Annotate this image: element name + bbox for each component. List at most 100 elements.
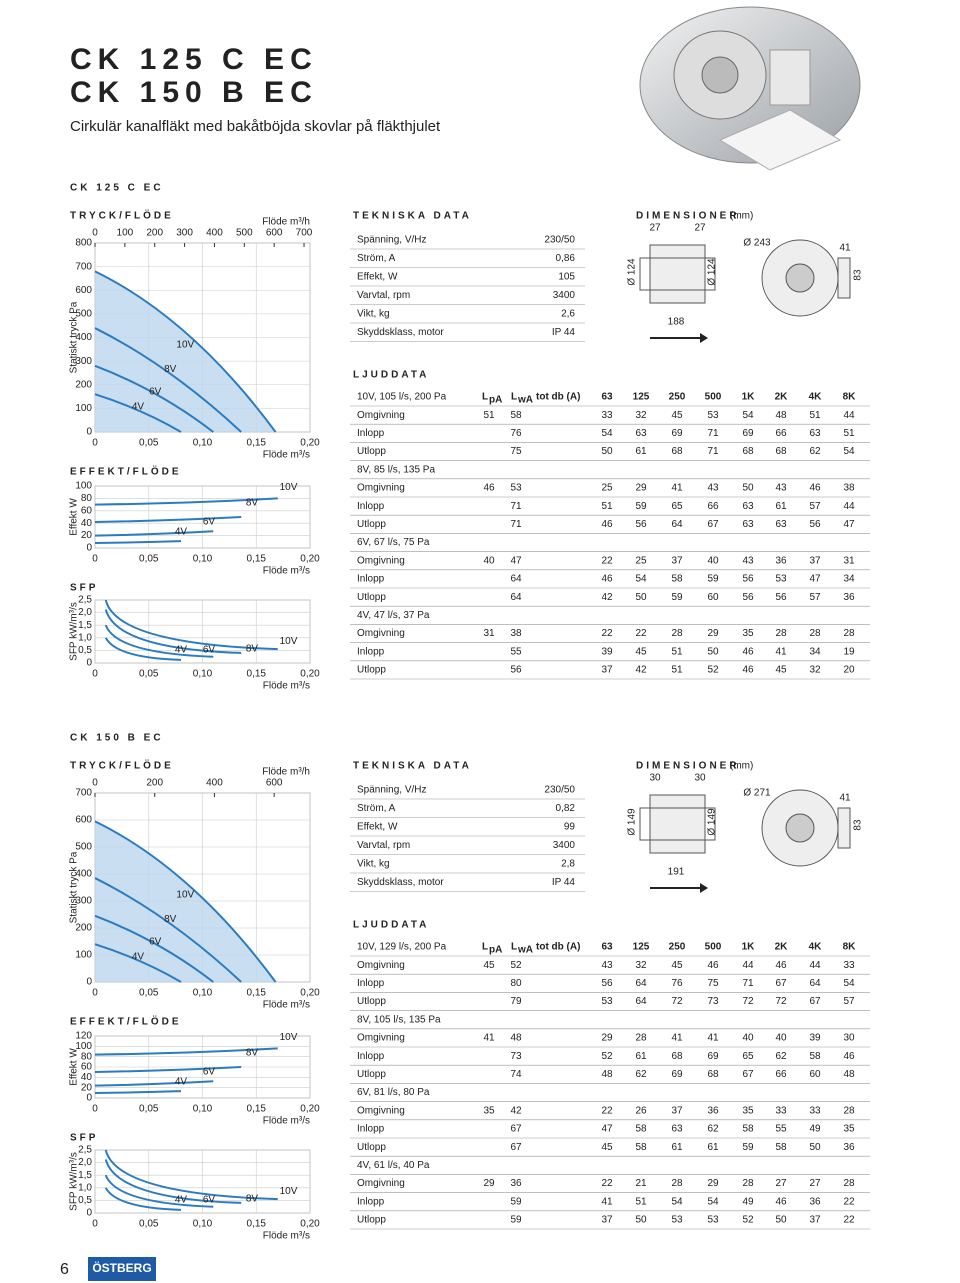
row-label: Inlopp bbox=[357, 428, 385, 439]
condition: 8V, 105 l/s, 135 Pa bbox=[357, 1014, 441, 1025]
band-head: 63 bbox=[601, 942, 613, 953]
y-tick-label: 400 bbox=[75, 869, 92, 880]
band-value: 49 bbox=[809, 1124, 821, 1135]
x-axis-unit: Flöde m³/s bbox=[263, 1000, 310, 1011]
band-value: 61 bbox=[671, 1142, 683, 1153]
product-photo bbox=[639, 6, 861, 171]
band-value: 29 bbox=[707, 1178, 719, 1189]
x-tick-label: 0,20 bbox=[300, 1104, 320, 1115]
band-value: 71 bbox=[742, 978, 754, 989]
band-value: 46 bbox=[843, 1051, 855, 1062]
top-axis-unit: Flöde m³/h bbox=[262, 767, 310, 778]
curve bbox=[94, 540, 182, 545]
dim-label: Ø 149 bbox=[627, 808, 638, 836]
spec-value: IP 44 bbox=[552, 877, 576, 888]
row-label: Omgivning bbox=[357, 483, 405, 494]
band-value: 65 bbox=[742, 1051, 754, 1062]
condition: 10V, 129 l/s, 200 Pa bbox=[357, 942, 447, 953]
lwa-value: 79 bbox=[510, 996, 522, 1007]
band-value: 37 bbox=[601, 1215, 613, 1226]
lwa-value: 71 bbox=[510, 519, 522, 530]
y-tick-label: 80 bbox=[81, 1051, 93, 1062]
x-tick-label: 0 bbox=[92, 554, 98, 565]
x-tick-label: 0,10 bbox=[193, 988, 213, 999]
band-value: 47 bbox=[843, 519, 855, 530]
band-value: 36 bbox=[809, 1196, 821, 1207]
top-tick-label: 400 bbox=[206, 778, 223, 789]
curve-label: 4V bbox=[132, 402, 145, 413]
table-title: LJUDDATA bbox=[353, 920, 429, 931]
curve bbox=[94, 270, 277, 433]
condition: 10V, 105 l/s, 200 Pa bbox=[357, 392, 447, 403]
band-value: 68 bbox=[775, 446, 787, 457]
band-value: 54 bbox=[601, 428, 613, 439]
y-tick-label: 60 bbox=[81, 505, 93, 516]
curve-label: 10V bbox=[280, 1032, 298, 1043]
row-label: Inlopp bbox=[357, 1124, 385, 1135]
lpa-value: 41 bbox=[483, 1033, 495, 1044]
band-value: 51 bbox=[671, 646, 683, 657]
band-value: 36 bbox=[775, 555, 787, 566]
band-value: 56 bbox=[775, 592, 787, 603]
lpa-value: 40 bbox=[483, 555, 495, 566]
dim-label: Ø 124 bbox=[627, 258, 638, 286]
band-value: 35 bbox=[742, 1105, 754, 1116]
y-tick-label: 100 bbox=[75, 403, 92, 414]
band-value: 43 bbox=[601, 960, 613, 971]
x-tick-label: 0 bbox=[92, 1219, 98, 1230]
curve-label: 8V bbox=[246, 1047, 259, 1058]
y-tick-label: 1,5 bbox=[78, 620, 92, 631]
band-value: 32 bbox=[809, 665, 821, 676]
band-value: 41 bbox=[775, 646, 787, 657]
condition: 4V, 61 l/s, 40 Pa bbox=[357, 1160, 430, 1171]
y-tick-label: 200 bbox=[75, 923, 92, 934]
row-label: Inlopp bbox=[357, 978, 385, 989]
y-axis-label: Effekt W bbox=[69, 1048, 80, 1086]
band-value: 50 bbox=[635, 592, 647, 603]
y-tick-label: 600 bbox=[75, 815, 92, 826]
band-value: 20 bbox=[843, 665, 855, 676]
dim-unit: (mm) bbox=[730, 761, 753, 772]
y-tick-label: 0 bbox=[86, 1208, 92, 1219]
band-value: 62 bbox=[635, 1069, 647, 1080]
spec-label: Spänning, V/Hz bbox=[357, 235, 427, 246]
band-value: 50 bbox=[707, 646, 719, 657]
band-value: 66 bbox=[775, 428, 787, 439]
band-value: 57 bbox=[809, 592, 821, 603]
band-value: 45 bbox=[601, 1142, 613, 1153]
band-head: 63 bbox=[601, 392, 613, 403]
band-value: 64 bbox=[671, 519, 683, 530]
row-label: Omgivning bbox=[357, 1033, 405, 1044]
curve bbox=[94, 1066, 242, 1073]
lwa-value: 64 bbox=[510, 574, 522, 585]
curve bbox=[104, 1159, 242, 1204]
y-tick-label: 1,5 bbox=[78, 1170, 92, 1181]
band-value: 25 bbox=[601, 483, 613, 494]
lwa-value: 47 bbox=[510, 555, 522, 566]
row-label: Utlopp bbox=[357, 519, 386, 530]
y-tick-label: 100 bbox=[75, 481, 92, 492]
spec-label: Effekt, W bbox=[357, 272, 398, 283]
lwa-value: 52 bbox=[510, 960, 522, 971]
band-value: 60 bbox=[809, 1069, 821, 1080]
band-value: 61 bbox=[707, 1142, 719, 1153]
dim-label: 41 bbox=[839, 793, 851, 804]
dim-label: Ø 149 bbox=[707, 808, 718, 836]
lpa-head: L bbox=[482, 392, 488, 403]
curve-label: 4V bbox=[175, 1077, 188, 1088]
band-value: 68 bbox=[707, 1069, 719, 1080]
top-tick-label: 600 bbox=[266, 228, 283, 239]
band-value: 32 bbox=[635, 410, 647, 421]
band-value: 69 bbox=[671, 428, 683, 439]
band-value: 37 bbox=[601, 665, 613, 676]
band-value: 54 bbox=[671, 1196, 683, 1207]
band-value: 31 bbox=[843, 555, 855, 566]
logo-box bbox=[88, 1257, 156, 1281]
band-value: 28 bbox=[671, 1178, 683, 1189]
x-tick-label: 0,15 bbox=[247, 988, 267, 999]
band-value: 66 bbox=[707, 501, 719, 512]
y-tick-label: 2,0 bbox=[78, 1157, 92, 1168]
row-label: Utlopp bbox=[357, 1142, 386, 1153]
band-value: 61 bbox=[635, 446, 647, 457]
x-tick-label: 0,20 bbox=[300, 438, 320, 449]
